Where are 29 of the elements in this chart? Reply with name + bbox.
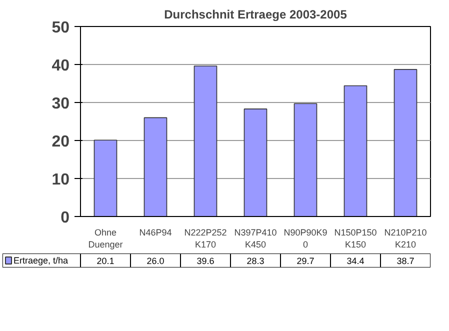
bar	[394, 69, 418, 216]
x-tick-label: N90P90K90	[284, 228, 328, 250]
y-tick-label: 30	[52, 96, 70, 112]
bar	[194, 66, 218, 216]
x-tick-label: N397P410K450	[234, 228, 277, 250]
data-label: 26.0	[146, 256, 164, 266]
data-label: 28.3	[246, 256, 264, 266]
data-label: 20.1	[96, 256, 114, 266]
x-tick-label: N150P150K150	[334, 228, 377, 250]
data-label: 34.4	[346, 256, 364, 266]
y-tick-label: 40	[52, 58, 70, 74]
x-tick-label: N46P94	[139, 228, 172, 238]
data-label: 29.7	[296, 256, 314, 266]
y-tick-label: 20	[52, 134, 70, 150]
x-tick-label: N210P210K210	[384, 228, 427, 250]
data-label: 38.7	[396, 256, 414, 266]
y-tick-label: 0	[60, 210, 70, 226]
data-label: 39.6	[196, 256, 214, 266]
chart-title: Durchschnit Ertraege 2003-2005	[164, 8, 348, 22]
bar	[294, 103, 318, 216]
bar	[144, 117, 168, 216]
bar	[244, 108, 268, 216]
y-tick-label: 10	[52, 172, 70, 188]
y-tick-label: 50	[52, 20, 70, 36]
x-tick-label: N222P252K170	[184, 228, 227, 250]
bar	[344, 85, 368, 216]
legend-label: Ertraege, t/ha	[14, 256, 68, 266]
x-tick-label: Ohne Duenger	[88, 228, 123, 250]
bar	[94, 140, 118, 216]
